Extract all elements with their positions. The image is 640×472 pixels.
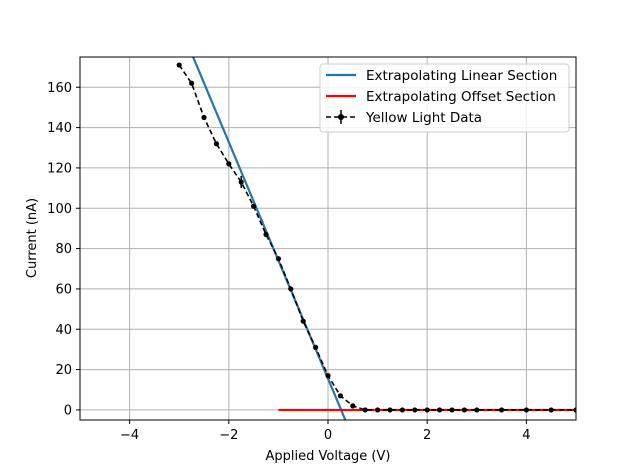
data-point: [375, 407, 381, 413]
y-tick-label: 0: [64, 403, 72, 418]
x-tick-label: 4: [522, 428, 530, 443]
data-point: [226, 161, 232, 167]
data-point: [201, 114, 207, 121]
data-point: [387, 407, 393, 413]
y-tick-label: 160: [47, 81, 72, 96]
data-point: [263, 231, 269, 238]
legend-label-data: Yellow Light Data: [365, 110, 482, 126]
x-tick-label: 0: [324, 428, 332, 443]
y-tick-label: 20: [55, 363, 72, 378]
x-axis-label: Applied Voltage (V): [266, 449, 391, 464]
legend-box: [319, 63, 570, 133]
data-point: [523, 407, 530, 413]
data-point: [189, 80, 195, 86]
data-point: [573, 407, 576, 413]
y-axis-label: Current (nA): [25, 198, 40, 278]
legend: Extrapolating Linear Section Extrapolati…: [319, 63, 570, 133]
data-point: [238, 179, 244, 185]
data-point: [474, 407, 480, 413]
data-point: [337, 393, 343, 399]
legend-label-linear: Extrapolating Linear Section: [366, 68, 557, 84]
x-tick-label: −2: [219, 428, 238, 443]
y-tick-label: 100: [47, 202, 72, 217]
y-tick-label: 60: [55, 282, 72, 297]
x-tick-label: 2: [423, 428, 431, 443]
data-point: [362, 407, 368, 413]
series-layer: [176, 57, 576, 420]
data-point: [499, 407, 505, 413]
legend-label-offset: Extrapolating Offset Section: [366, 89, 556, 105]
data-point: [437, 407, 443, 413]
data-point: [548, 407, 554, 413]
data-point: [325, 373, 331, 379]
y-tick-label: 140: [47, 121, 72, 136]
data-point: [288, 286, 294, 292]
data-point: [461, 407, 467, 413]
data-point: [213, 141, 219, 147]
data-point: [350, 403, 356, 409]
data-point: [275, 256, 281, 262]
data-point: [176, 62, 182, 68]
y-tick-label: 120: [47, 161, 72, 176]
data-point: [251, 203, 257, 209]
y-tick-label: 80: [55, 242, 72, 257]
y-tick-label: 40: [55, 323, 72, 338]
data-point: [399, 407, 405, 413]
series-linear-line: [192, 57, 347, 420]
data-point: [300, 318, 306, 324]
data-point: [313, 344, 319, 350]
data-point: [424, 407, 430, 413]
data-point: [412, 407, 418, 413]
x-tick-label: −4: [120, 428, 139, 443]
legend-swatch-data-marker: [338, 114, 344, 120]
data-point: [449, 407, 455, 413]
